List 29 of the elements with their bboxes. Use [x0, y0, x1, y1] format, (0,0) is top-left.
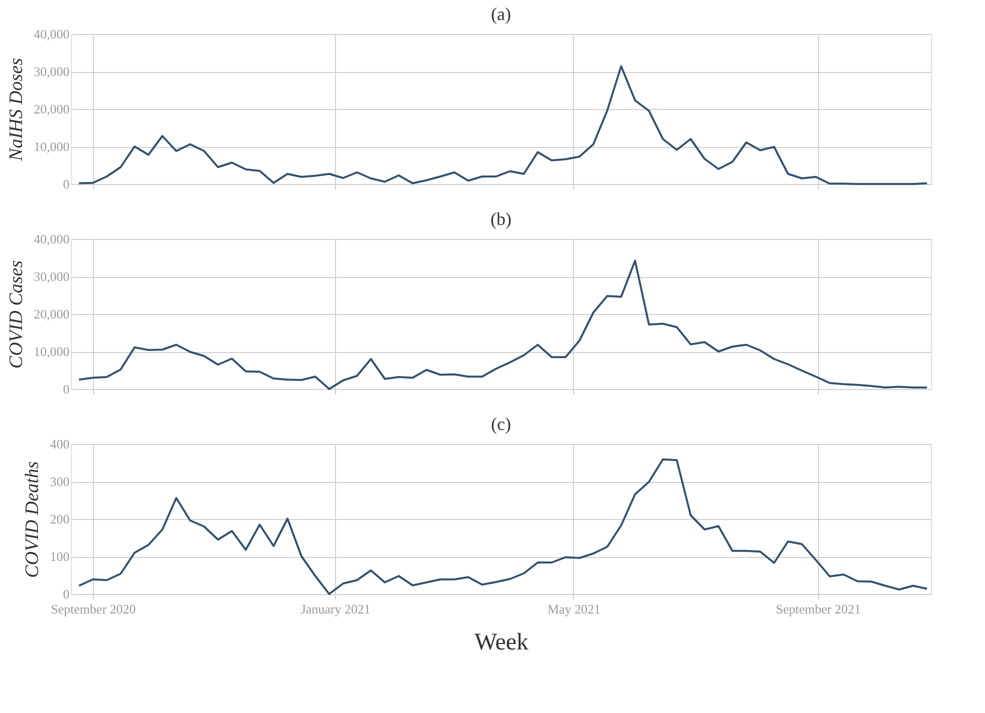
chart-title: (c): [491, 414, 511, 434]
y-tick-label: 200: [50, 512, 70, 526]
y-tick-label: 20,000: [34, 102, 70, 116]
y-tick-label: 30,000: [34, 64, 70, 79]
x-tick-label: January 2021: [300, 602, 370, 616]
y-tick-label: 30,000: [34, 269, 70, 284]
x-axis-title: Week: [474, 630, 529, 656]
line-series: [78, 458, 928, 595]
y-tick-label: 0: [63, 586, 70, 602]
y-tick-label: 100: [50, 549, 70, 564]
chart-title: (a): [491, 4, 511, 24]
x-tick-label: September 2020: [50, 602, 136, 616]
y-tick-label: 0: [63, 176, 70, 192]
y-tick-label: 0: [63, 382, 70, 396]
y-tick-label: 10,000: [34, 344, 70, 359]
chart-title: (b): [490, 209, 512, 229]
y-tick-label: 400: [50, 436, 70, 452]
y-axis-title: COVID Cases: [6, 260, 27, 369]
x-tick-label: May 2021: [547, 602, 601, 616]
y-axis-title: NaIHS Doses: [6, 58, 27, 162]
line-series: [78, 260, 928, 390]
y-axis-title: COVID Deaths: [22, 461, 43, 578]
x-tick-label: September 2021: [776, 602, 861, 616]
line-series: [78, 65, 928, 185]
y-tick-label: 300: [50, 474, 70, 489]
y-tick-label: 40,000: [34, 26, 70, 42]
y-tick-label: 10,000: [34, 139, 70, 154]
y-tick-label: 40,000: [34, 232, 70, 246]
y-tick-label: 20,000: [34, 306, 70, 322]
